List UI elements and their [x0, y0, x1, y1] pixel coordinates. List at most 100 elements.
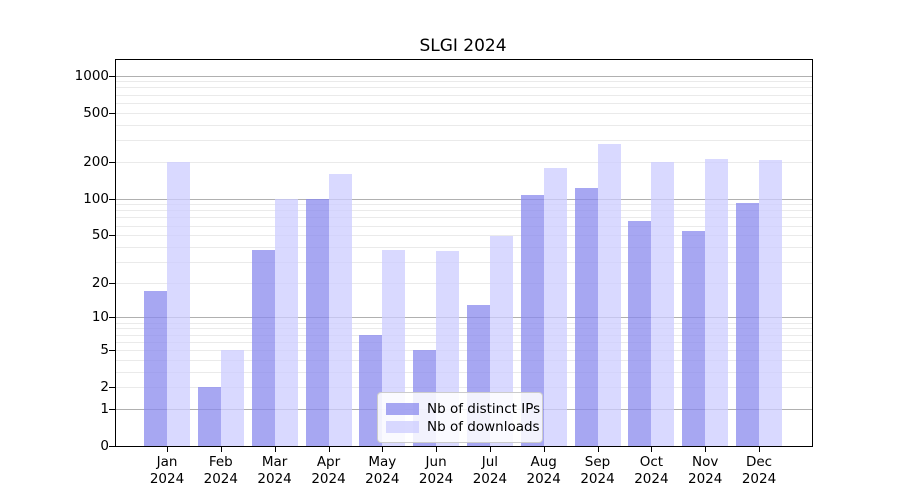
x-tick-label-dec: Dec 2024	[741, 454, 777, 487]
y-tick-mark-1	[109, 408, 115, 410]
bar-ips-aug	[520, 194, 544, 446]
y-tick-label-200: 200	[83, 153, 109, 170]
grid-line-minor	[116, 81, 812, 83]
x-tick-mark-feb	[220, 447, 222, 452]
x-tick-mark-nov	[705, 447, 707, 452]
x-tick-mark-mar	[274, 447, 276, 452]
y-tick-mark-5	[109, 349, 115, 351]
y-tick-mark-100	[109, 198, 115, 200]
legend-label-distinct-ips: Nb of distinct IPs	[427, 400, 541, 417]
x-tick-mark-oct	[651, 447, 653, 452]
grid-line-minor	[116, 225, 812, 227]
x-tick-mark-aug	[543, 447, 545, 452]
legend-item-distinct-ips: Nb of distinct IPs	[386, 400, 540, 417]
x-tick-label-feb: Feb 2024	[203, 454, 238, 487]
x-tick-label-jun: Jun 2024	[418, 454, 454, 487]
grid-line-minor	[116, 349, 812, 351]
grid-line-major	[116, 317, 812, 319]
grid-line-minor	[116, 210, 812, 212]
grid-line-minor	[116, 359, 812, 361]
grid-line-minor	[116, 322, 812, 324]
y-tick-mark-20	[109, 282, 115, 284]
y-tick-label-2: 2	[100, 379, 109, 396]
x-tick-mark-apr	[328, 447, 330, 452]
grid-line-minor	[116, 87, 812, 89]
x-tick-mark-may	[382, 447, 384, 452]
bar-ips-sep	[574, 187, 598, 446]
bar-ips-may	[359, 334, 383, 446]
bar-downloads-feb	[220, 349, 244, 446]
bar-downloads-nov	[705, 159, 729, 446]
grid-line-minor	[116, 334, 812, 336]
y-tick-mark-50	[109, 235, 115, 237]
grid-line-minor	[116, 124, 812, 126]
grid-line-minor	[116, 139, 812, 141]
y-tick-mark-200	[109, 161, 115, 163]
x-tick-label-mar: Mar 2024	[257, 454, 292, 487]
legend-label-downloads: Nb of downloads	[427, 418, 540, 435]
y-tick-label-10: 10	[91, 309, 109, 326]
y-tick-mark-1000	[109, 75, 115, 77]
y-tick-label-50: 50	[91, 227, 109, 244]
bar-ips-feb	[197, 387, 221, 446]
x-tick-mark-jul	[489, 447, 491, 452]
bar-ips-mar	[251, 249, 275, 446]
chart-title: SLGI 2024	[419, 36, 507, 56]
x-tick-label-oct: Oct 2024	[634, 454, 669, 487]
grid-line-minor	[116, 341, 812, 343]
grid-line-minor	[116, 102, 812, 104]
x-tick-mark-dec	[759, 447, 760, 452]
x-tick-mark-sep	[597, 447, 599, 452]
y-tick-label-0: 0	[100, 438, 109, 454]
y-tick-label-1000: 1000	[74, 67, 109, 84]
y-tick-mark-0	[109, 446, 115, 447]
x-tick-label-jan: Jan 2024	[149, 454, 185, 487]
grid-line-minor	[116, 217, 812, 219]
y-tick-label-20: 20	[91, 274, 109, 291]
y-tick-label-1: 1	[100, 400, 109, 417]
grid-line-minor	[116, 204, 812, 206]
y-tick-mark-10	[109, 317, 115, 319]
x-tick-label-jul: Jul 2024	[472, 454, 508, 487]
x-tick-mark-jan	[167, 447, 168, 452]
x-tick-label-aug: Aug 2024	[526, 454, 561, 487]
grid-line-minor	[116, 235, 812, 237]
bar-downloads-jan	[167, 162, 190, 446]
grid-line-minor	[116, 261, 812, 263]
y-tick-label-5: 5	[100, 341, 109, 358]
grid-line-minor	[116, 328, 812, 330]
legend-swatch-distinct-ips	[386, 402, 419, 415]
bar-downloads-mar	[274, 198, 298, 446]
y-tick-mark-2	[109, 387, 115, 389]
x-tick-label-sep: Sep 2024	[580, 454, 615, 487]
legend-swatch-downloads	[386, 420, 419, 433]
grid-line-minor	[116, 161, 812, 163]
bar-ips-apr	[305, 198, 329, 446]
grid-line-major	[116, 198, 812, 200]
y-tick-label-500: 500	[83, 104, 109, 121]
bar-downloads-dec	[759, 159, 782, 446]
y-tick-mark-500	[109, 112, 115, 114]
bar-downloads-sep	[597, 144, 621, 446]
legend-item-downloads: Nb of downloads	[386, 418, 540, 435]
bar-ips-dec	[736, 202, 759, 446]
grid-line-major	[116, 75, 812, 77]
bar-downloads-aug	[543, 167, 567, 446]
x-tick-label-nov: Nov 2024	[688, 454, 723, 487]
grid-line-minor	[116, 112, 812, 114]
bar-downloads-apr	[328, 173, 352, 446]
bar-downloads-oct	[651, 161, 675, 446]
grid-line-minor	[116, 371, 812, 373]
grid-line-minor	[116, 94, 812, 96]
grid-line-minor	[116, 387, 812, 389]
grid-line-minor	[116, 282, 812, 284]
plot-area: 0 1 2 5 10 20 50 100 200 500 1000 Jan 2024 Feb 2024 Ma…	[75, 59, 813, 487]
bar-ips-nov	[682, 231, 706, 446]
bar-ips-jan	[144, 291, 167, 446]
x-tick-mark-jun	[436, 447, 438, 452]
grid-line-minor	[116, 246, 812, 248]
x-tick-label-apr: Apr 2024	[311, 454, 346, 487]
legend: Nb of distinct IPs Nb of downloads	[377, 392, 543, 443]
y-tick-label-100: 100	[83, 190, 109, 207]
